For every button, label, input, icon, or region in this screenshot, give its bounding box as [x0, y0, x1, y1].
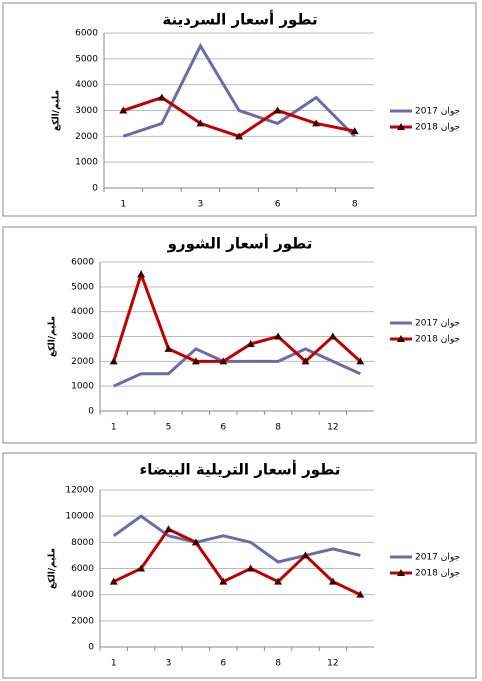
point-marker	[350, 127, 359, 135]
point-marker	[191, 538, 200, 546]
y-tick-label: 1000	[71, 382, 94, 392]
legend-label: جوان 2017	[415, 107, 460, 117]
y-tick-label: 0	[92, 184, 98, 194]
y-tick-label: 2000	[71, 616, 94, 626]
point-marker	[109, 357, 118, 365]
y-tick-label: 4000	[75, 80, 98, 90]
y-tick-label: 6000	[75, 29, 98, 39]
y-tick-label: 2000	[75, 132, 98, 142]
point-marker	[274, 577, 283, 585]
chart-title: تطور أسعار السردينة	[162, 10, 317, 29]
y-tick-label: 6000	[71, 564, 94, 574]
legend-marker	[397, 335, 405, 342]
y-tick-label: 6000	[71, 258, 94, 268]
point-marker	[274, 332, 283, 340]
y-tick-label: 2000	[71, 357, 94, 367]
point-marker	[301, 357, 310, 365]
legend-marker	[397, 569, 405, 576]
y-tick-label: 12000	[65, 486, 94, 496]
point-marker	[356, 590, 365, 598]
legend-label: جوان 2017	[415, 319, 460, 329]
y-axis-label: مليم/الكغ	[48, 316, 58, 357]
chart-frame	[2, 226, 477, 444]
point-marker	[109, 577, 118, 585]
x-tick-label: 6	[220, 423, 226, 433]
x-tick-label: 8	[275, 423, 281, 433]
series-line	[113, 347, 361, 388]
point-marker	[328, 332, 337, 340]
point-marker	[246, 564, 255, 572]
y-axis-label: مليم/الكغ	[48, 548, 58, 589]
point-marker	[157, 93, 166, 101]
point-marker	[137, 270, 146, 278]
point-marker	[356, 357, 365, 365]
point-marker	[191, 357, 200, 365]
point-marker	[219, 357, 228, 365]
y-tick-label: 4000	[71, 307, 94, 317]
series-line	[112, 514, 361, 564]
point-marker	[328, 577, 337, 585]
series-line	[113, 527, 361, 597]
x-tick-label: 5	[166, 423, 172, 433]
point-marker	[164, 344, 173, 352]
x-tick-label: 6	[275, 200, 281, 210]
legend-label: جوان 2017	[415, 553, 460, 563]
y-tick-label: 5000	[71, 282, 94, 292]
legend-label: جوان 2018	[415, 123, 460, 133]
series-line	[122, 42, 356, 138]
y-tick-label: 0	[88, 407, 94, 417]
y-axis-label: مليم/الكغ	[52, 90, 62, 131]
point-marker	[164, 525, 173, 533]
x-tick-label: 8	[275, 659, 281, 669]
y-tick-label: 3000	[71, 332, 94, 342]
x-tick-label: 6	[220, 659, 226, 669]
legend-label: جوان 2018	[415, 569, 460, 579]
point-marker	[219, 577, 228, 585]
x-tick-label: 1	[120, 200, 126, 210]
point-marker	[196, 119, 205, 127]
x-tick-label: 8	[352, 200, 358, 210]
y-tick-label: 4000	[71, 590, 94, 600]
point-marker	[301, 551, 310, 559]
y-tick-label: 5000	[75, 54, 98, 64]
point-marker	[235, 132, 243, 140]
x-tick-label: 3	[166, 659, 172, 669]
point-marker	[119, 106, 128, 114]
y-tick-label: 3000	[75, 106, 98, 116]
y-tick-label: 1000	[75, 158, 98, 168]
point-marker	[312, 119, 321, 127]
y-tick-label: 8000	[71, 538, 94, 548]
x-tick-label: 1	[111, 659, 117, 669]
point-marker	[273, 106, 282, 114]
y-tick-label: 0	[88, 643, 94, 653]
legend-label: جوان 2018	[415, 335, 460, 345]
x-tick-label: 12	[327, 659, 338, 669]
point-marker	[246, 339, 255, 347]
chart-title: تطور أسعار الشورو	[167, 234, 313, 253]
x-tick-label: 3	[198, 200, 204, 210]
series-line	[112, 269, 362, 364]
legend-marker	[397, 123, 405, 130]
point-marker	[137, 564, 146, 572]
y-tick-label: 10000	[65, 512, 94, 522]
x-tick-label: 1	[111, 423, 117, 433]
chart-title: تطور أسعار التريلية البيضاء	[140, 460, 341, 479]
x-tick-label: 12	[327, 423, 338, 433]
